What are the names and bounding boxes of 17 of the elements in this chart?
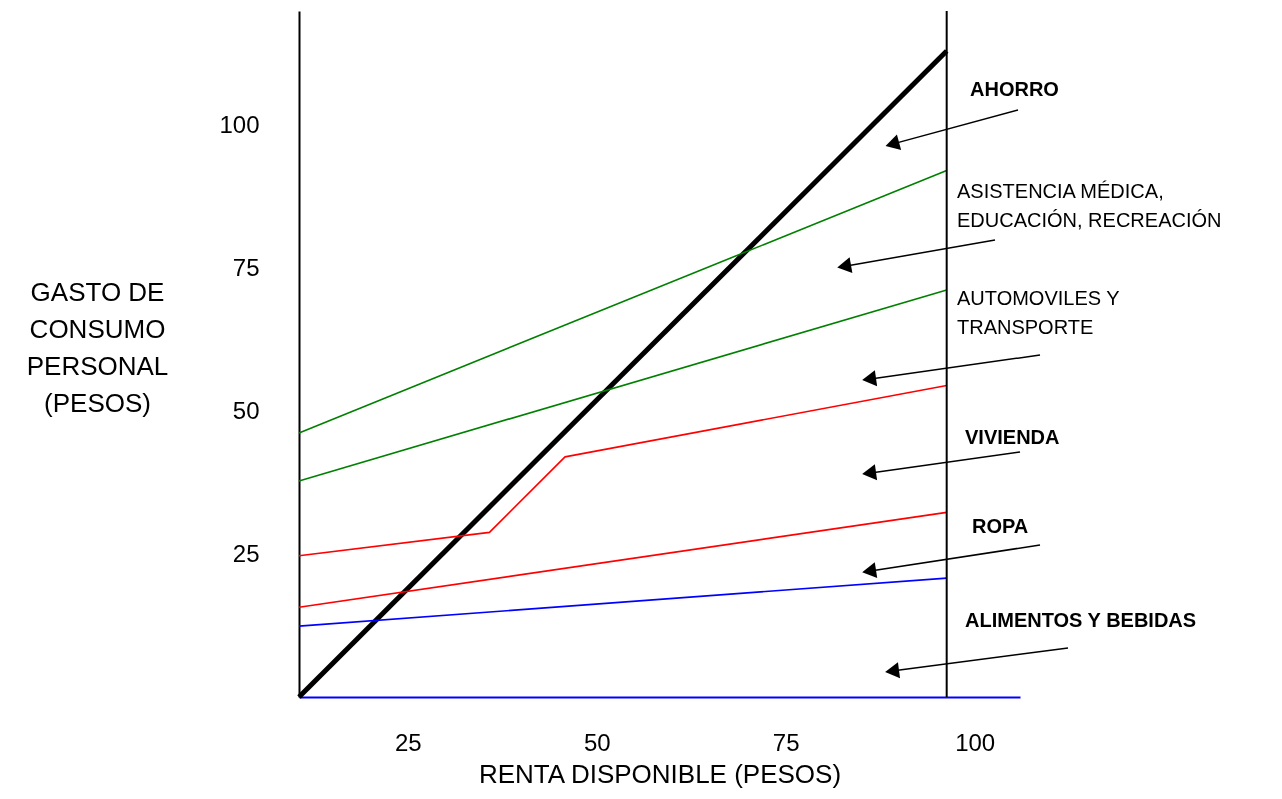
annotation: ROPA	[972, 515, 1029, 537]
y-tick-label: 100	[219, 110, 260, 138]
annotation: AHORRO	[970, 78, 1059, 100]
y-tick-label: 50	[232, 396, 260, 424]
y-tick-label: 75	[232, 253, 260, 281]
annotation: ASISTENCIA MÉDICA, EDUCACIÓN, RECREACIÓN	[957, 180, 1222, 231]
annotation: AUTOMOVILES Y TRANSPORTE	[957, 287, 1120, 338]
y-axis-title: GASTO DE CONSUMO PERSONAL (PESOS)	[26, 276, 169, 418]
x-tick-label: 100	[955, 728, 996, 756]
x-axis-title: RENTA DISPONIBLE (PESOS)	[478, 758, 842, 789]
annotation: ALIMENTOS Y BEBIDAS	[965, 609, 1197, 631]
x-tick-label: 25	[394, 728, 422, 756]
x-tick-label: 50	[583, 728, 611, 756]
annotation: VIVIENDA	[965, 426, 1060, 448]
y-tick-label: 25	[232, 539, 260, 567]
x-tick-label: 75	[772, 728, 800, 756]
line-series	[298, 384, 948, 557]
